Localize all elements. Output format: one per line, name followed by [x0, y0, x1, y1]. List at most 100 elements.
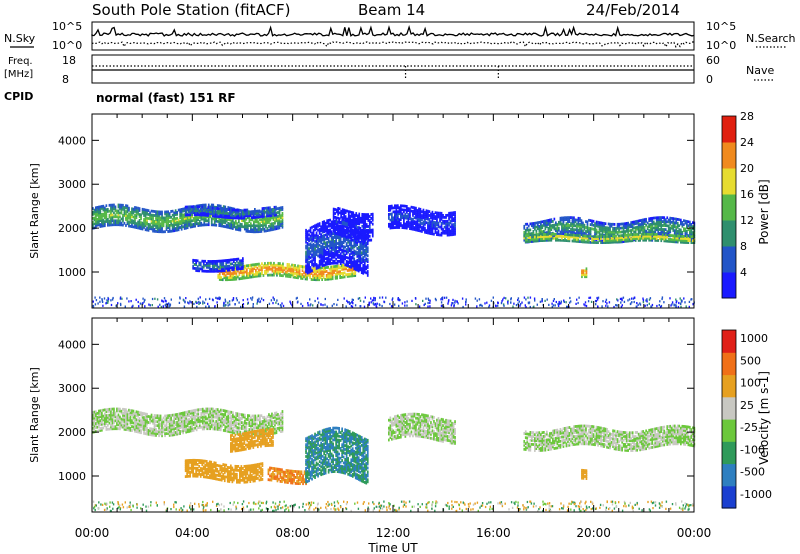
- power-cell: [595, 235, 598, 239]
- power-cell: [156, 210, 159, 214]
- power-cell: [686, 231, 688, 235]
- power-cell: [128, 214, 130, 218]
- power-cell: [571, 228, 574, 231]
- power-cell: [630, 223, 632, 226]
- power-cell: [228, 276, 230, 280]
- power-cell: [300, 265, 302, 268]
- power-cell: [358, 230, 361, 234]
- power-cell: [344, 245, 346, 249]
- power-cell: [265, 223, 267, 227]
- power-cell: [110, 207, 112, 211]
- power-cell: [345, 242, 348, 245]
- power-cell: [612, 234, 614, 238]
- power-cell: [323, 238, 325, 241]
- power-cell: [365, 243, 368, 247]
- power-cell: [360, 243, 363, 247]
- power-cell: [613, 238, 616, 242]
- clutter-cell: [115, 304, 117, 307]
- power-cell: [311, 259, 313, 263]
- power-cell: [359, 248, 362, 252]
- power-cell: [314, 228, 316, 232]
- power-cell: [607, 241, 610, 244]
- power-cell: [131, 207, 133, 211]
- power-cell: [179, 226, 181, 229]
- power-cell: [328, 275, 331, 279]
- power-cell: [323, 259, 325, 263]
- power-cell: [345, 252, 348, 255]
- power-cell: [541, 239, 544, 242]
- power-cell: [558, 228, 560, 232]
- power-cell: [627, 227, 629, 231]
- power-cell: [183, 225, 186, 228]
- power-cell: [324, 221, 327, 225]
- power-cell: [219, 204, 222, 208]
- power-cell: [159, 212, 162, 216]
- power-cell: [265, 269, 268, 273]
- power-cell: [334, 221, 336, 225]
- power-cell: [652, 230, 655, 234]
- power-cell: [347, 216, 350, 219]
- power-cell: [186, 207, 188, 211]
- power-cell: [216, 215, 219, 218]
- power-cell: [226, 260, 229, 264]
- power-cell: [164, 216, 166, 220]
- power-cell: [152, 221, 154, 225]
- power-cell: [237, 257, 240, 261]
- power-cell: [540, 237, 542, 241]
- clutter-cell: [202, 302, 204, 305]
- power-cell: [321, 270, 323, 274]
- power-cell: [238, 212, 240, 216]
- power-cell: [201, 209, 204, 213]
- power-cell: [318, 238, 321, 241]
- power-cell: [286, 270, 289, 274]
- power-cell: [324, 241, 327, 245]
- power-cell: [147, 209, 150, 212]
- power-cell: [210, 262, 213, 265]
- power-cell: [651, 236, 654, 240]
- power-cell: [412, 225, 414, 229]
- power-cell: [204, 209, 207, 213]
- power-cell: [655, 233, 658, 236]
- power-cell: [318, 255, 321, 259]
- power-cell: [315, 245, 318, 249]
- power-cell: [336, 261, 339, 265]
- power-cell: [276, 269, 278, 273]
- power-cell: [222, 269, 225, 273]
- power-cell: [359, 250, 362, 254]
- power-cell: [226, 264, 229, 268]
- power-cell: [686, 235, 688, 238]
- power-cell: [114, 221, 117, 225]
- power-cell: [250, 224, 252, 228]
- power-cell: [337, 232, 339, 236]
- power-cell: [606, 232, 608, 236]
- power-cell: [341, 220, 344, 223]
- sky-noise-trace: [91, 24, 695, 37]
- power-cell: [330, 271, 332, 275]
- power-cell: [660, 222, 663, 225]
- power-cell: [274, 227, 276, 231]
- power-cell: [580, 219, 583, 223]
- power-cell: [347, 248, 349, 252]
- power-cell: [219, 261, 222, 265]
- power-cell: [339, 246, 342, 250]
- power-cell: [392, 222, 395, 226]
- power-cell: [360, 245, 363, 249]
- power-cell: [347, 229, 350, 233]
- power-cell: [394, 212, 396, 216]
- power-cell: [315, 243, 318, 247]
- power-cell: [242, 267, 244, 270]
- power-cell: [338, 217, 341, 221]
- power-cell: [531, 222, 533, 226]
- power-cell: [431, 226, 434, 230]
- cpid-value: normal (fast) 151 RF: [96, 91, 236, 105]
- power-cell: [220, 267, 223, 271]
- power-cell: [576, 230, 578, 234]
- power-cell: [236, 267, 238, 271]
- power-cell: [352, 221, 355, 225]
- power-cell: [333, 253, 336, 257]
- power-cell: [113, 223, 115, 227]
- power-cell: [306, 261, 309, 265]
- power-cell: [523, 232, 526, 236]
- power-cell: [552, 236, 554, 240]
- power-cell: [329, 244, 331, 248]
